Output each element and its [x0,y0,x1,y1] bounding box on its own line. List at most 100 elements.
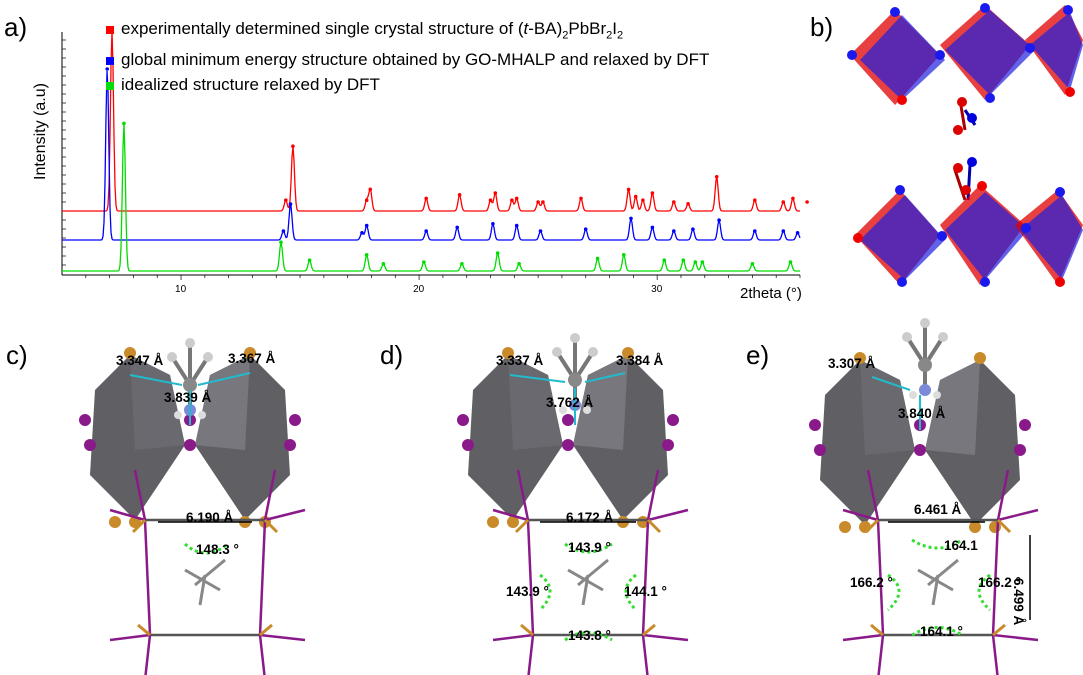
panel-d-angle-arc-left [538,573,552,612]
e-distance-label: 6.461 Å [914,502,962,517]
peak-point [307,258,312,263]
d-angle-right-label: 144.1 ° [624,584,667,599]
peak-point [788,260,793,264]
e-hbond-center-label: 3.840 Å [898,406,946,421]
peak-point [672,229,676,233]
panel-d-angle-arc-top [564,542,613,554]
structure-panels [79,316,1040,675]
panel-e-hbonds [871,376,921,430]
peak-point [488,198,493,202]
peak-point [717,218,721,222]
peak-point [791,196,795,201]
panel-label-c: c) [6,340,28,370]
peak-point [514,223,519,228]
e-angle-top-label: 164.1 [944,538,978,553]
peak-point [284,198,288,202]
peak-point [510,198,514,202]
c-hbond-left-label: 3.347 Å [116,353,164,368]
legend-marker-blue [106,57,114,65]
peak-point [714,175,719,179]
x-tick-label: 10 [175,284,187,295]
peak-point [650,225,655,230]
series-1 [62,29,809,212]
peak-point [650,191,655,195]
panel-d-octahedra [457,347,679,528]
d-distance-label: 6.172 Å [566,510,614,525]
panel-d-angle-arc-right [624,573,638,612]
peak-point [364,253,369,257]
peak-point [805,200,809,204]
peak-point [781,229,786,233]
peak-point [460,262,464,266]
panel-b-structure [847,3,1083,287]
series-layer [62,29,809,272]
peak-point [662,258,667,263]
panel-d-angle-arc-bottom [564,631,613,642]
d-angle-left-label: 143.9 ° [506,584,549,599]
peak-point [633,194,638,199]
x-tick-label: 30 [651,284,663,295]
peak-point [424,196,429,201]
peak-point [672,200,676,204]
series-line [62,70,801,241]
panel-c-angle-arc [183,542,229,555]
panel-label-a: a) [4,12,28,42]
panel-e-angle-arc-bottom [911,626,963,637]
peak-point [105,67,109,71]
peak-point [693,260,698,264]
legend-item-global-minimum: global minimum energy structure obtained… [121,50,710,69]
peak-point [686,202,690,206]
peak-point [288,202,293,206]
x-axis-label: 2theta (°) [740,285,802,302]
peak-point [360,231,364,235]
peak-point [381,262,386,266]
peak-point [368,187,373,192]
x-axis-ticks: 10 20 30 [85,275,801,295]
c-distance-label: 6.190 Å [186,510,234,525]
c-angle-label: 148.3 ° [196,542,239,557]
peak-point [750,262,755,266]
legend-marker-red [106,26,114,34]
y-axis-label: Intensity (a.u) [32,83,49,180]
peak-point [455,225,460,230]
panel-label-b: b) [810,12,834,42]
peak-point [700,260,705,264]
peak-point [541,200,545,204]
panel-e-angle-arc-left [886,573,901,612]
c-hbond-center-label: 3.839 Å [164,390,212,405]
legend-item-experimental: experimentally determined single crystal… [121,19,624,42]
peak-point [457,193,462,197]
octahedra-layer-bottom [855,185,1083,285]
peak-point [781,200,786,204]
peak-point [291,144,295,148]
y-axis-ticks [62,39,66,266]
peak-point [422,260,426,264]
series-3 [62,121,800,272]
peak-point [622,253,626,257]
e-height-label: 6.499 Å [1011,578,1026,626]
peak-point [279,240,283,244]
xrd-chart: 10 20 30 Intensity (a.u) 2theta (°) [32,29,809,302]
peak-point [691,227,695,231]
organic-cation-bottom [953,157,977,201]
panel-e-angle-arc-top [911,538,963,550]
d-angle-top-label: 143.9 ° [568,540,611,555]
peak-point [753,198,757,202]
e-angle-right-label: 166.2 ° [978,575,1021,590]
e-hbond-left-label: 3.307 Å [828,356,876,371]
peak-point [681,258,686,263]
panel-label-d: d) [380,340,404,370]
peak-point [364,223,369,228]
e-angle-bottom-label: 164.1 ° [920,624,963,639]
peak-point [495,251,500,255]
e-angle-left-label: 166.2 ° [850,575,893,590]
series-2 [62,67,801,241]
peak-point [795,231,800,235]
series-line [62,123,800,272]
series-line [62,30,800,212]
peak-point [517,262,521,266]
d-hbond-left-label: 3.337 Å [496,353,544,368]
legend-item-idealized: idealized structure relaxed by DFT [121,75,380,94]
peak-point [122,121,126,126]
octahedra-layer-top [850,5,1083,105]
